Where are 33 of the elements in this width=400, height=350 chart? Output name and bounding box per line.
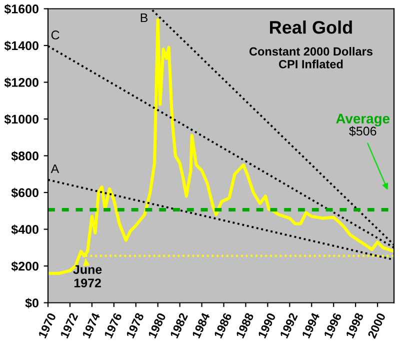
annotation: June 1972 [73, 265, 102, 288]
x-tick-label: 1970 [38, 312, 56, 339]
y-tick-label: $600 [11, 188, 38, 198]
annotation: B [140, 13, 148, 22]
y-tick-label: $200 [11, 261, 38, 272]
y-tick-label: $1400 [4, 40, 38, 51]
x-tick-label: 1988 [236, 312, 254, 339]
annotation: A [50, 164, 60, 174]
y-tick-label: $1000 [4, 114, 38, 124]
text: Real Gold [270, 20, 352, 34]
x-tick-label: 1984 [192, 312, 210, 339]
x-tick-label: 1974 [82, 312, 100, 339]
x-tick-label: 1998 [346, 312, 364, 339]
x-tick-label: 1996 [324, 312, 342, 339]
x-tick-label: 1986 [214, 312, 232, 339]
x-tick-label: 1980 [148, 312, 166, 339]
x-tick-label: 1990 [258, 312, 276, 339]
ref-line-label: Average [336, 114, 390, 126]
text: Constant 2000 Dollars CPI Inflated [249, 46, 372, 68]
y-tick-label: $800 [11, 151, 38, 162]
x-tick-label: 1976 [104, 312, 122, 339]
x-tick-label: 1994 [302, 312, 320, 339]
y-tick-label: $400 [11, 224, 38, 235]
x-tick-label: 1982 [170, 312, 188, 339]
x-tick-label: 2000 [367, 312, 386, 339]
x-tick-label: 1978 [126, 312, 144, 339]
annotation: C [51, 30, 60, 40]
y-tick-label: $0 [25, 298, 38, 308]
annotation: $506 [349, 126, 376, 136]
x-tick-label: 1992 [280, 312, 298, 339]
y-tick-label: $1600 [4, 4, 38, 14]
y-tick-label: $1200 [4, 78, 38, 88]
x-tick-label: 1972 [60, 312, 78, 339]
